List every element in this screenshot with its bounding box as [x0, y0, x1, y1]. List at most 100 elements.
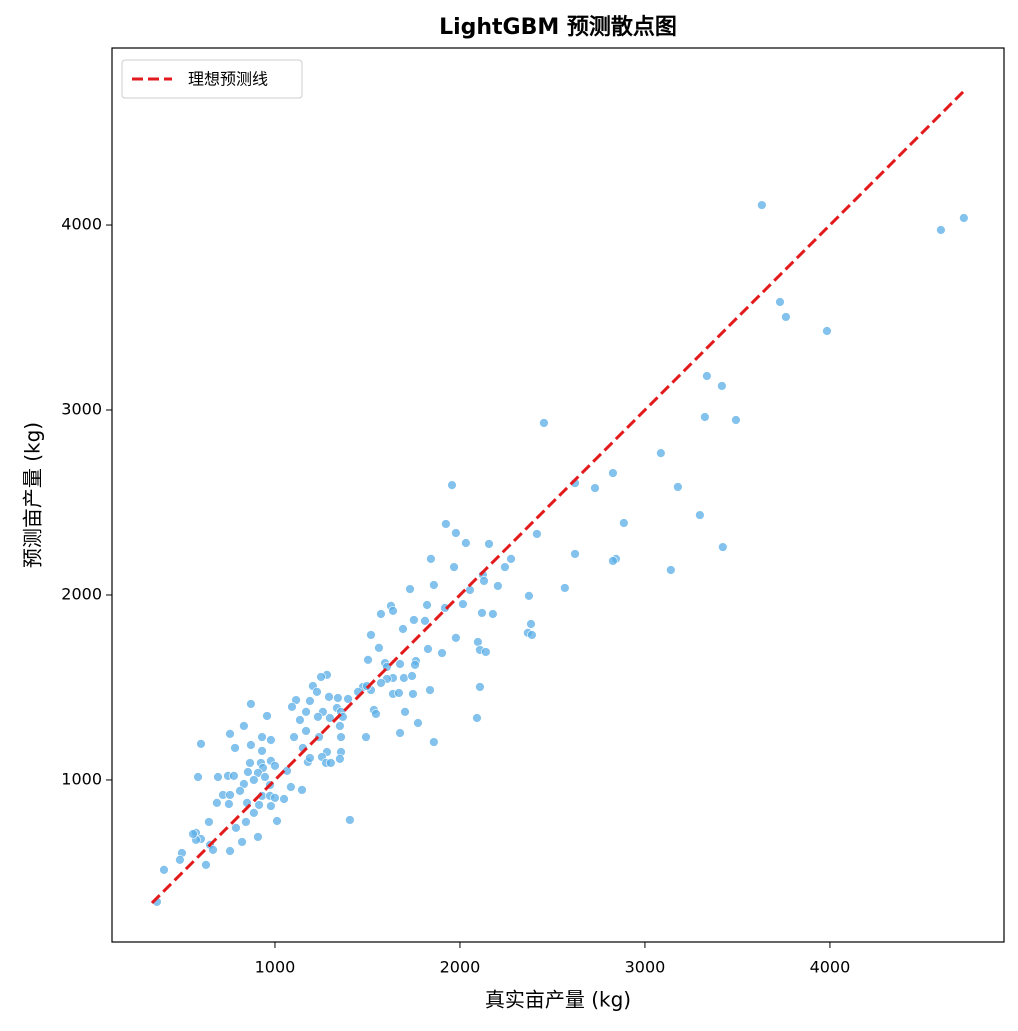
point	[731, 415, 741, 425]
point	[492, 581, 503, 591]
point	[608, 468, 618, 478]
point	[655, 448, 666, 459]
point	[196, 738, 206, 749]
point	[428, 580, 439, 590]
x-tick-label: 4000	[810, 958, 851, 977]
point	[270, 793, 280, 803]
point	[532, 529, 542, 539]
point	[479, 576, 489, 586]
point	[363, 655, 373, 665]
point	[450, 528, 461, 538]
point	[484, 539, 494, 549]
point	[371, 709, 381, 719]
point	[295, 715, 305, 725]
point	[447, 480, 457, 491]
point	[253, 832, 263, 842]
x-tick-label: 1000	[255, 958, 296, 977]
point	[279, 794, 289, 804]
x-axis-label: 真实亩产量 (kg)	[485, 988, 631, 1012]
point	[301, 706, 311, 717]
point	[398, 624, 408, 634]
point	[260, 772, 270, 782]
x-tick-label: 3000	[625, 958, 666, 977]
point	[266, 735, 276, 745]
point	[332, 693, 343, 703]
point	[408, 689, 418, 699]
point	[208, 844, 218, 855]
point	[716, 381, 727, 391]
point	[344, 815, 355, 825]
point	[399, 673, 409, 683]
point	[480, 647, 491, 657]
point	[936, 225, 946, 235]
point	[526, 619, 536, 629]
y-axis-label: 预测亩产量 (kg)	[21, 422, 45, 568]
legend-box	[121, 59, 303, 99]
point	[213, 772, 223, 782]
point	[270, 761, 280, 771]
point	[361, 732, 371, 742]
point	[405, 584, 415, 594]
point	[500, 562, 510, 572]
point	[822, 326, 832, 336]
point	[524, 591, 534, 601]
point	[335, 753, 345, 764]
point	[420, 615, 430, 626]
point	[312, 687, 322, 697]
point	[423, 644, 433, 654]
point	[266, 801, 276, 811]
y-tick-label: 4000	[61, 215, 102, 234]
point	[248, 775, 259, 785]
point	[324, 692, 334, 702]
point	[246, 699, 256, 709]
point	[237, 837, 247, 847]
point	[225, 846, 235, 856]
point	[245, 758, 255, 768]
point	[305, 696, 315, 706]
point	[376, 609, 386, 619]
point	[756, 200, 767, 210]
point	[473, 637, 483, 647]
point	[958, 213, 969, 223]
point	[257, 746, 267, 756]
point	[559, 583, 570, 593]
point	[272, 816, 282, 826]
point	[287, 701, 297, 712]
point	[449, 562, 459, 572]
point	[225, 790, 235, 800]
point	[285, 782, 296, 792]
point	[407, 671, 417, 681]
point	[672, 482, 683, 492]
x-tick-label: 2000	[440, 958, 481, 977]
point	[440, 519, 451, 529]
point	[699, 412, 710, 422]
legend-label: 理想预测线	[188, 70, 268, 89]
point	[665, 565, 676, 575]
point	[238, 721, 249, 731]
point	[230, 743, 240, 753]
point	[618, 518, 629, 528]
point	[426, 554, 436, 564]
point	[188, 829, 198, 839]
point	[211, 797, 222, 808]
point	[410, 660, 420, 670]
point	[254, 800, 264, 810]
point	[243, 767, 253, 777]
plot-frame	[111, 47, 1005, 943]
point	[262, 711, 272, 721]
point	[475, 682, 485, 692]
point	[400, 706, 410, 717]
point	[425, 685, 435, 695]
point	[204, 817, 214, 827]
point	[437, 648, 447, 658]
point	[174, 854, 185, 865]
point	[235, 785, 245, 796]
point	[241, 817, 251, 827]
point	[316, 672, 326, 682]
y-tick-label: 3000	[61, 400, 102, 419]
point	[301, 726, 311, 736]
point	[428, 737, 439, 747]
point	[694, 510, 705, 520]
point	[477, 608, 487, 618]
